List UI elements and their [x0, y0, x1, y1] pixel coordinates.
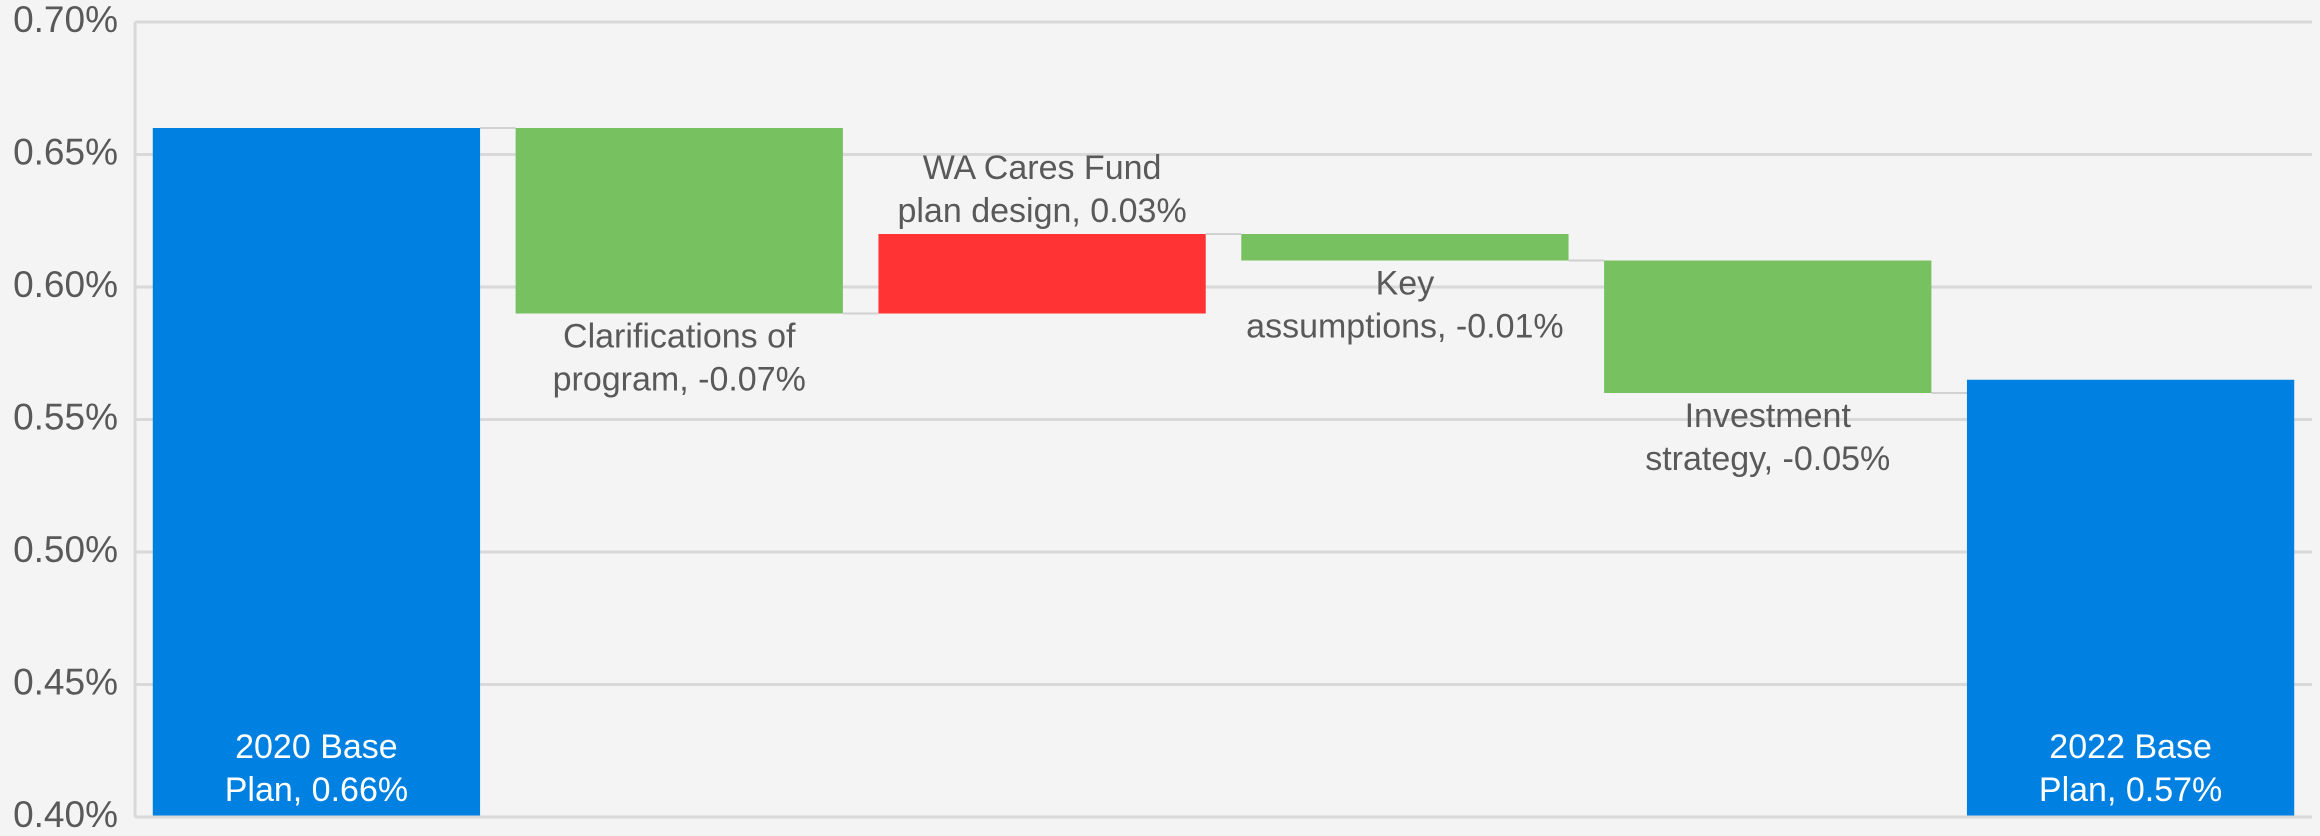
bar — [1966, 379, 2295, 817]
y-tick-label: 0.45% — [13, 661, 118, 702]
data-label: 2022 Base Plan, 0.57% — [2039, 728, 2222, 809]
data-label-line: Key — [1376, 264, 1435, 302]
data-label-line: Clarifications of — [563, 317, 796, 355]
y-tick-label: 0.60% — [13, 264, 118, 305]
data-label-line: plan design, 0.03% — [897, 192, 1186, 230]
y-tick-label: 0.40% — [13, 794, 118, 835]
bar — [1241, 234, 1569, 261]
data-label-line: WA Cares Fund — [923, 149, 1162, 187]
bar — [515, 128, 843, 314]
data-label-line: Plan, 0.66% — [225, 771, 408, 809]
data-label-line: Plan, 0.57% — [2039, 771, 2222, 809]
bar — [878, 234, 1206, 314]
data-label: Key assumptions, -0.01% — [1246, 264, 1564, 345]
data-label: Clarifications of program, -0.07% — [553, 317, 806, 398]
y-tick-label: 0.55% — [13, 396, 118, 437]
bar — [152, 128, 481, 817]
data-label-line: 2022 Base — [2049, 728, 2212, 766]
bar — [1604, 260, 1932, 393]
data-label-line: strategy, -0.05% — [1645, 440, 1890, 478]
y-tick-label: 0.50% — [13, 529, 118, 570]
data-label-line: program, -0.07% — [553, 360, 806, 398]
y-tick-label: 0.70% — [13, 0, 118, 40]
data-label: 2020 Base Plan, 0.66% — [225, 728, 408, 809]
data-label-line: 2020 Base — [235, 728, 398, 766]
data-label-line: Investment — [1685, 397, 1852, 435]
data-label: Investment strategy, -0.05% — [1645, 397, 1890, 478]
y-tick-label: 0.65% — [13, 131, 118, 172]
data-label: WA Cares Fund plan design, 0.03% — [897, 149, 1186, 230]
data-label-line: assumptions, -0.01% — [1246, 307, 1564, 345]
